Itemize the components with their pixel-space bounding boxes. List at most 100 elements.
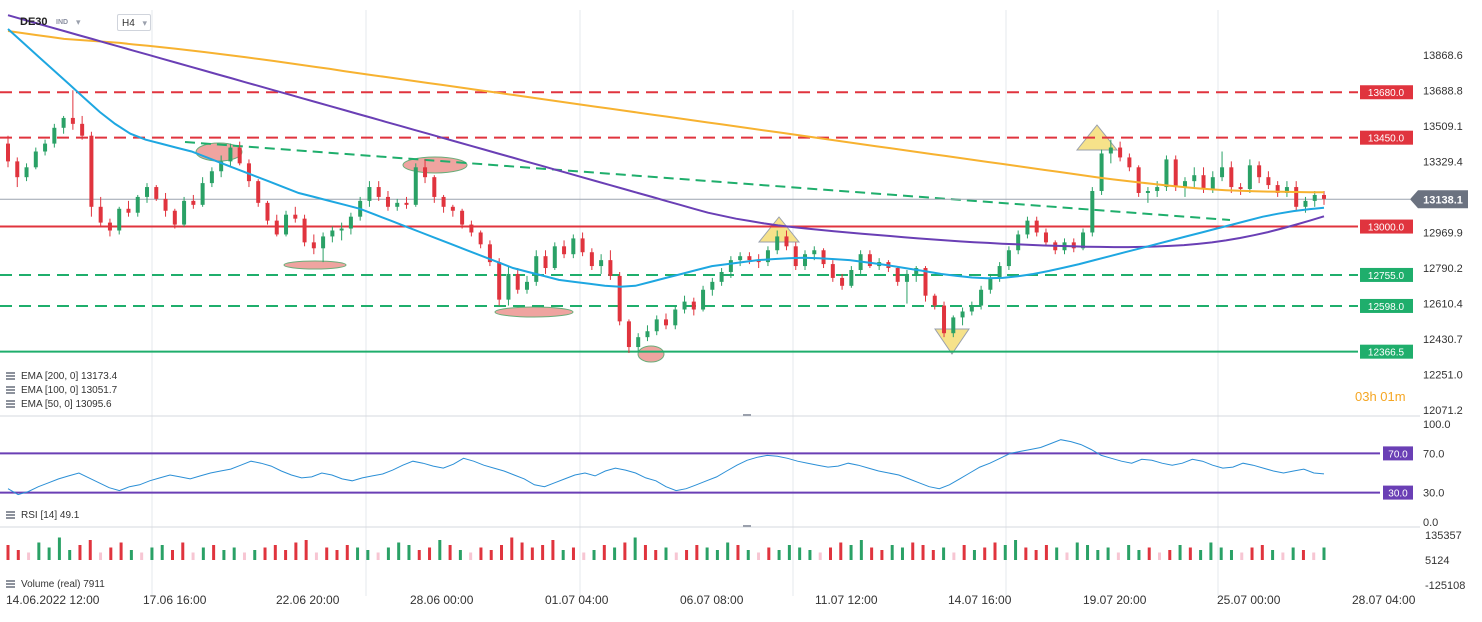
volume-bar: [1127, 545, 1131, 560]
menu-icon[interactable]: [6, 511, 15, 519]
chevron-down-icon[interactable]: ▾: [76, 17, 81, 27]
candle-body: [126, 208, 131, 213]
timeframe-selector[interactable]: H4 ▾: [117, 14, 151, 31]
menu-icon[interactable]: [6, 580, 15, 588]
indicator-volume[interactable]: Volume (real) 7911: [6, 579, 105, 590]
candle-body: [200, 183, 205, 205]
candle-body: [1127, 157, 1132, 168]
candle-body: [52, 127, 57, 144]
volume-bar: [160, 545, 164, 560]
candle-body: [1155, 187, 1160, 192]
candle-body: [904, 273, 909, 282]
volume-bar: [242, 552, 246, 560]
candle-body: [302, 218, 307, 243]
volume-bar: [222, 550, 226, 560]
price-level-tag: [1360, 85, 1413, 100]
candle-body: [895, 268, 900, 282]
volume-bar: [592, 550, 596, 560]
volume-tick-label: 135357: [1425, 530, 1462, 542]
volume-bar: [489, 550, 493, 560]
current-price-tag: 13138.1: [1410, 190, 1468, 209]
volume-tick-label: -125108: [1425, 580, 1465, 592]
candle-body: [228, 147, 233, 162]
highlight-ellipse: [637, 345, 665, 363]
candle-body: [1182, 181, 1187, 188]
volume-bar: [921, 545, 925, 560]
candle-body: [626, 321, 631, 348]
volume-bar: [962, 545, 966, 560]
indicator-ema200[interactable]: EMA [200, 0] 13173.4: [6, 371, 117, 382]
candle-body: [830, 264, 835, 278]
candle-body: [552, 246, 557, 269]
candle-body: [1322, 194, 1326, 199]
candle-body: [80, 123, 85, 136]
ema200-line: [7, 30, 1325, 194]
time-tick-label: 28.06 00:00: [410, 593, 474, 607]
volume-bar: [1281, 552, 1285, 560]
price-level-tag: [1360, 130, 1413, 145]
candle-body: [701, 289, 706, 310]
candle-body: [172, 210, 177, 225]
volume-bar: [438, 540, 442, 560]
volume-bar: [345, 545, 349, 560]
volume-bar: [428, 547, 432, 560]
volume-bar: [1003, 545, 1007, 560]
symbol-name[interactable]: DE30: [20, 16, 48, 28]
volume-bar: [386, 547, 390, 560]
volume-bar: [294, 542, 298, 560]
candle-body: [1108, 147, 1113, 154]
volume-bar: [972, 550, 976, 560]
price-tick-label: 13868.6: [1423, 50, 1463, 62]
menu-icon[interactable]: [6, 400, 15, 408]
volume-bar: [1301, 550, 1305, 560]
volume-bar: [273, 545, 277, 560]
volume-bar: [695, 545, 699, 560]
candle-body: [1034, 220, 1039, 233]
volume-bar: [849, 545, 853, 560]
level-price-tags: 13680.0 13450.0 13000.0 12755.0 12598.0 12366…: [1360, 85, 1413, 359]
indicator-ema50[interactable]: EMA [50, 0] 13095.6: [6, 399, 112, 410]
volume-bar: [870, 547, 874, 560]
rsi-line: [7, 439, 1325, 496]
time-axis: 14.06.2022 12:00 17.06 16:00 22.06 20:00 28…: [6, 593, 1416, 607]
menu-icon[interactable]: [6, 372, 15, 380]
menu-icon[interactable]: [6, 386, 15, 394]
volume-bar: [1209, 542, 1213, 560]
candle-body: [330, 230, 335, 237]
rsi-level-tag: [1383, 446, 1413, 461]
volume-bar: [109, 547, 113, 560]
volume-bar: [674, 552, 678, 560]
candle-body: [1136, 167, 1141, 193]
volume-bar: [859, 540, 863, 560]
candle-body: [775, 236, 780, 251]
candle-body: [960, 311, 965, 318]
pattern-annotations: [184, 124, 1231, 363]
candle-body: [1220, 167, 1225, 178]
candle-body: [376, 187, 381, 197]
volume-tick-label: 5124: [1425, 555, 1449, 567]
highlight-ellipse: [283, 260, 347, 270]
candle-body: [1238, 187, 1243, 190]
volume-bar: [1188, 547, 1192, 560]
candle-body: [1266, 177, 1271, 186]
indicator-rsi[interactable]: RSI [14] 49.1: [6, 510, 79, 521]
candle-body: [710, 281, 715, 290]
indicator-ema100[interactable]: EMA [100, 0] 13051.7: [6, 385, 117, 396]
volume-bar: [253, 550, 257, 560]
volume-bar: [397, 542, 401, 560]
candle-body: [1145, 191, 1150, 193]
time-tick-label: 14.07 16:00: [948, 593, 1012, 607]
volume-bar: [798, 547, 802, 560]
volume-bar: [129, 550, 133, 560]
volume-bar: [1312, 552, 1316, 560]
time-tick-label: 19.07 20:00: [1083, 593, 1147, 607]
price-level-tag: [1360, 267, 1413, 282]
candle-body: [1164, 159, 1169, 188]
volume-bar: [263, 547, 267, 560]
candle-body: [487, 244, 492, 263]
candle-body: [1210, 177, 1215, 190]
candle-body: [219, 161, 224, 172]
volume-bar: [99, 552, 103, 560]
candle-body: [1099, 153, 1104, 192]
